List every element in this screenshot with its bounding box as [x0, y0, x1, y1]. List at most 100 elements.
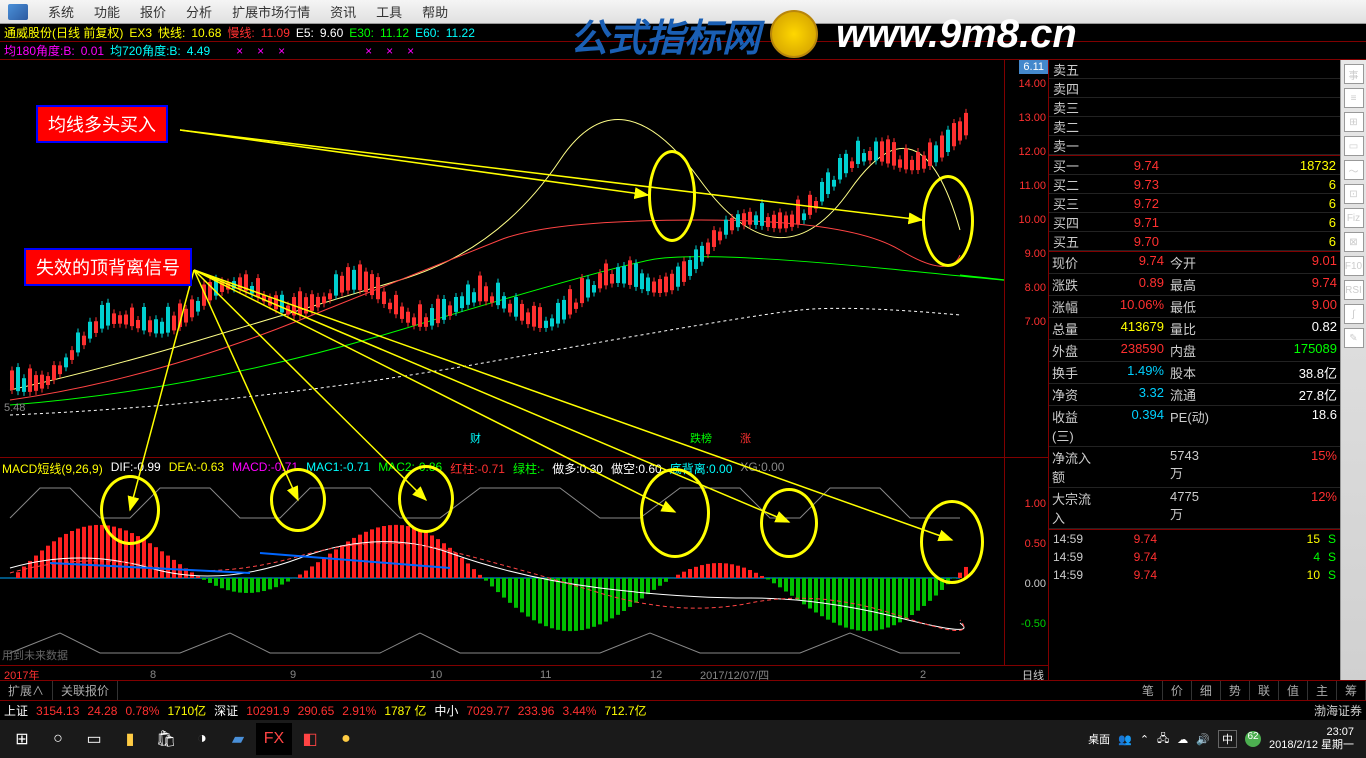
macd-y-axis: 1.000.500.00-0.50: [1004, 458, 1048, 665]
quote-panel: 卖五卖四卖三卖二卖一 买一9.7418732买二9.736买三9.726买四9.…: [1049, 60, 1340, 688]
menu-item[interactable]: 工具: [366, 2, 412, 21]
app-icon[interactable]: ◑: [184, 723, 220, 755]
bottom-tab[interactable]: 扩展∧: [0, 681, 53, 700]
tool-icon[interactable]: ≡: [1344, 88, 1364, 108]
menu-item[interactable]: 资讯: [320, 2, 366, 21]
menu-item[interactable]: 分析: [176, 2, 222, 21]
x-tick: 11: [540, 669, 551, 681]
tool-icon[interactable]: ✎: [1344, 328, 1364, 348]
tick-row: 14:599.7410S: [1049, 566, 1340, 584]
x-tick: 10: [430, 669, 442, 681]
sell-row: 卖四: [1049, 79, 1340, 98]
panel-tab[interactable]: 势: [1221, 681, 1250, 700]
x-tick: 2: [920, 669, 926, 681]
y-tick: 9.00: [1025, 248, 1046, 260]
volume-icon[interactable]: 🔊: [1196, 733, 1210, 746]
search-icon[interactable]: ○: [40, 723, 76, 755]
tray-chevron-icon[interactable]: ⌃: [1140, 733, 1149, 746]
panel-tab[interactable]: 值: [1279, 681, 1308, 700]
tool-icon[interactable]: ⊠: [1344, 232, 1364, 252]
windows-taskbar[interactable]: ⊞ ○ ▭ ▮ 🛍 ◑ ▰ FX ◧ ● 桌面 👥 ⌃ 🖧 ☁ 🔊 中 62 2…: [0, 720, 1366, 758]
menu-item[interactable]: 系统: [38, 2, 84, 21]
menu-item[interactable]: 功能: [84, 2, 130, 21]
callout-die: 跌榜: [690, 430, 712, 446]
panel-tab[interactable]: 主: [1308, 681, 1337, 700]
sell-row: 卖五: [1049, 60, 1340, 79]
y-tick: 10.00: [1018, 214, 1046, 226]
y-tick: 0.50: [1025, 538, 1046, 550]
callout-zhang: 涨: [740, 430, 751, 446]
app-icon[interactable]: ◧: [292, 723, 328, 755]
index-bar: 上证3154.1324.280.78%1710亿深证10291.9290.652…: [0, 700, 1366, 720]
tool-icon[interactable]: RSI: [1344, 280, 1364, 300]
panel-tab[interactable]: 笔: [1134, 681, 1163, 700]
chart-column: 14.0013.0012.0011.0010.009.008.007.00 6.…: [0, 60, 1048, 688]
tool-icon[interactable]: Fiz: [1344, 208, 1364, 228]
bottom-tab[interactable]: 关联报价: [53, 681, 118, 700]
macd-header: MACD短线(9,26,9) DIF:-0.99 DEA:-0.63 MACD:…: [2, 460, 784, 477]
watermark-coin-icon: [770, 10, 818, 58]
taskview-icon[interactable]: ▭: [76, 723, 112, 755]
y-tick: 14.00: [1018, 78, 1046, 90]
menu-item[interactable]: 报价: [130, 2, 176, 21]
explorer-icon[interactable]: ▮: [112, 723, 148, 755]
sell-row: 卖二: [1049, 117, 1340, 136]
x-tick: 12: [650, 669, 662, 681]
future-data-label: 用到未来数据: [2, 647, 68, 663]
y-tick: 13.00: [1018, 112, 1046, 124]
broker-name: 渤海证券: [1314, 702, 1362, 719]
annotation-box-1: 均线多头买入: [36, 105, 168, 143]
start-button[interactable]: ⊞: [4, 723, 40, 755]
menu-item[interactable]: 帮助: [412, 2, 458, 21]
x-tick: 9: [290, 669, 296, 681]
annotation-box-2: 失效的顶背离信号: [24, 248, 192, 286]
x-tick: 8: [150, 669, 156, 681]
price-y-axis: 14.00 13.00 12.00 11.00 10.00 9.00 8.00 7.00: [1004, 60, 1048, 457]
buy-row: 买一9.7418732: [1049, 156, 1340, 175]
clock[interactable]: 23:07 2018/2/12 星期一: [1269, 726, 1354, 752]
tool-icon[interactable]: ▭: [1344, 136, 1364, 156]
app-icon[interactable]: FX: [256, 723, 292, 755]
panel-tab[interactable]: 筹: [1337, 681, 1366, 700]
low-label: 5.48: [4, 402, 25, 414]
tool-icon[interactable]: F10: [1344, 256, 1364, 276]
app-logo-icon: [8, 4, 28, 20]
menu-item[interactable]: 扩展市场行情: [222, 2, 320, 21]
people-icon[interactable]: 👥: [1118, 733, 1132, 746]
store-icon[interactable]: 🛍: [148, 723, 184, 755]
sell-row: 卖一: [1049, 136, 1340, 155]
y-tick: 1.00: [1025, 498, 1046, 510]
bottom-tabs: 扩展∧关联报价 笔价细势联值主筹: [0, 680, 1366, 700]
tool-icon[interactable]: 〜: [1344, 160, 1364, 180]
app-icon[interactable]: ●: [328, 723, 364, 755]
y-tick: 11.00: [1019, 180, 1046, 192]
ime-icon[interactable]: 中: [1218, 730, 1237, 748]
buy-row: 买四9.716: [1049, 213, 1340, 232]
network-icon[interactable]: 🖧: [1157, 730, 1169, 749]
panel-tab[interactable]: 联: [1250, 681, 1279, 700]
tick-row: 14:599.744S: [1049, 548, 1340, 566]
tool-icon[interactable]: ∫: [1344, 304, 1364, 324]
panel-tab[interactable]: 价: [1163, 681, 1192, 700]
app-icon[interactable]: ▰: [220, 723, 256, 755]
watermark: 公式指标网 www.9m8.cn: [570, 0, 1077, 68]
desktop-label[interactable]: 桌面: [1088, 731, 1110, 747]
buy-row: 买三9.726: [1049, 194, 1340, 213]
watermark-url: www.9m8.cn: [836, 12, 1077, 57]
tool-icon[interactable]: ⊞: [1344, 112, 1364, 132]
panel-tab[interactable]: 细: [1192, 681, 1221, 700]
y-tick: 0.00: [1025, 578, 1046, 590]
sell-row: 卖三: [1049, 98, 1340, 117]
y-tick: 12.00: [1018, 146, 1046, 158]
y-tick: 8.00: [1025, 282, 1046, 294]
tick-row: 14:599.7415S: [1049, 530, 1340, 548]
cloud-icon[interactable]: ☁: [1177, 733, 1188, 746]
y-tick: 7.00: [1025, 316, 1046, 328]
macd-chart[interactable]: MACD短线(9,26,9) DIF:-0.99 DEA:-0.63 MACD:…: [0, 458, 1048, 666]
callout-cai: 财: [470, 430, 481, 446]
tool-icon[interactable]: 事: [1344, 64, 1364, 84]
security-icon[interactable]: 62: [1245, 731, 1261, 747]
buy-row: 买五9.706: [1049, 232, 1340, 251]
stock-name: 通威股份(日线 前复权): [4, 24, 123, 41]
tool-icon[interactable]: ⊡: [1344, 184, 1364, 204]
